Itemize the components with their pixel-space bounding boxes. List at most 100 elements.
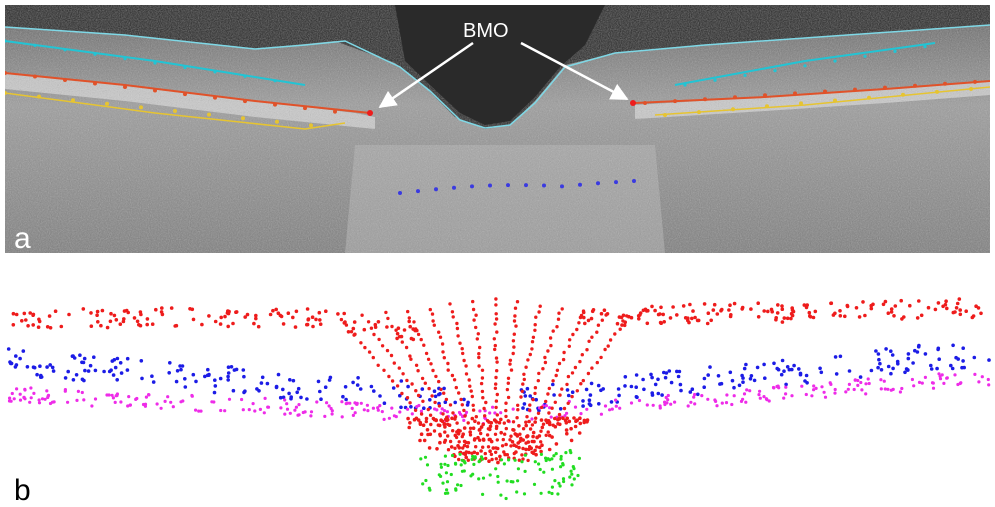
layer-point bbox=[109, 368, 113, 372]
cup-point bbox=[531, 397, 535, 402]
layer-point bbox=[398, 410, 402, 414]
cup-point bbox=[554, 373, 558, 378]
layer-point bbox=[274, 385, 279, 390]
layer-point bbox=[125, 356, 130, 361]
layer-point bbox=[18, 392, 22, 396]
layer-point bbox=[167, 371, 171, 375]
cup-point bbox=[446, 361, 450, 366]
surface-point bbox=[395, 331, 400, 336]
layer-point bbox=[758, 389, 762, 393]
surface-point bbox=[715, 312, 720, 316]
cup-point bbox=[494, 297, 498, 301]
layer-point bbox=[478, 409, 482, 413]
layer-point bbox=[353, 401, 357, 405]
rpe-point bbox=[123, 85, 127, 89]
lamina-point bbox=[561, 477, 566, 481]
layer-point bbox=[223, 409, 227, 413]
cup-point bbox=[408, 421, 412, 425]
layer-point bbox=[409, 405, 413, 409]
lamina-point bbox=[632, 179, 636, 183]
layer-point bbox=[66, 369, 70, 374]
cup-point bbox=[419, 432, 424, 436]
lamina-point bbox=[496, 480, 500, 484]
layer-point bbox=[83, 368, 87, 373]
layer-point bbox=[351, 413, 355, 417]
cup-point bbox=[503, 452, 507, 457]
cup-point bbox=[549, 343, 553, 348]
bm-point bbox=[241, 116, 245, 121]
lamina-point bbox=[558, 484, 562, 488]
layer-point bbox=[563, 414, 567, 418]
layer-point bbox=[667, 369, 672, 373]
layer-point bbox=[291, 378, 296, 383]
surface-point bbox=[857, 315, 862, 319]
layer-point bbox=[74, 373, 79, 377]
cup-point bbox=[416, 393, 421, 398]
cup-point bbox=[443, 430, 447, 434]
cup-point bbox=[618, 327, 622, 331]
cup-point bbox=[511, 351, 515, 356]
layer-point bbox=[372, 389, 376, 393]
surface-point bbox=[324, 309, 328, 313]
cup-point bbox=[509, 368, 514, 372]
cup-point bbox=[557, 361, 562, 366]
cup-point bbox=[548, 422, 552, 427]
cup-point bbox=[526, 358, 530, 362]
surface-point bbox=[668, 316, 673, 320]
lamina-point bbox=[445, 488, 449, 492]
cup-point bbox=[464, 364, 468, 368]
layer-point bbox=[748, 377, 753, 381]
cup-point bbox=[454, 385, 458, 390]
surface-point bbox=[829, 301, 834, 305]
lamina-point bbox=[568, 448, 572, 453]
cup-point bbox=[495, 360, 499, 364]
layer-point bbox=[666, 393, 670, 398]
surface-point bbox=[279, 314, 284, 319]
layer-point bbox=[566, 393, 571, 398]
rpe-point bbox=[913, 83, 917, 88]
surface-point bbox=[696, 318, 701, 323]
surface-point bbox=[14, 312, 19, 317]
surface-point bbox=[139, 312, 143, 317]
surface-point bbox=[252, 321, 256, 326]
rnfl-point bbox=[123, 57, 127, 61]
lamina-point bbox=[516, 467, 521, 471]
layer-point bbox=[258, 407, 262, 411]
cup-point bbox=[566, 374, 571, 379]
cup-point bbox=[464, 455, 469, 460]
layer-point bbox=[48, 363, 52, 367]
cup-point bbox=[421, 399, 425, 403]
layer-point bbox=[658, 404, 662, 408]
layer-point bbox=[465, 403, 470, 407]
surface-point bbox=[712, 302, 717, 307]
surface-point bbox=[662, 320, 666, 324]
layer-point bbox=[212, 390, 217, 395]
surface-point bbox=[586, 318, 591, 323]
lamina-point bbox=[614, 180, 618, 185]
surface-point bbox=[207, 314, 211, 318]
layer-point bbox=[641, 377, 645, 382]
lamina-point bbox=[481, 492, 485, 496]
layer-point bbox=[742, 392, 747, 396]
layer-point bbox=[422, 406, 426, 410]
layer-point bbox=[787, 367, 792, 372]
layer-point bbox=[741, 376, 745, 380]
cup-point bbox=[551, 329, 555, 333]
surface-point bbox=[954, 306, 959, 310]
surface-point bbox=[314, 317, 318, 322]
lamina-point bbox=[542, 470, 546, 474]
cup-point bbox=[359, 341, 363, 345]
layer-point bbox=[833, 355, 838, 359]
cup-point bbox=[366, 320, 371, 324]
cup-point bbox=[462, 358, 466, 363]
layer-point bbox=[903, 370, 907, 375]
layer-point bbox=[287, 391, 291, 396]
layer-point bbox=[692, 395, 696, 399]
layer-point bbox=[63, 376, 68, 380]
layer-point bbox=[629, 401, 634, 405]
surface-point bbox=[711, 308, 716, 312]
cup-point bbox=[485, 433, 490, 437]
rnfl-point bbox=[183, 65, 187, 70]
surface-point bbox=[160, 306, 164, 310]
cup-point bbox=[532, 439, 536, 444]
